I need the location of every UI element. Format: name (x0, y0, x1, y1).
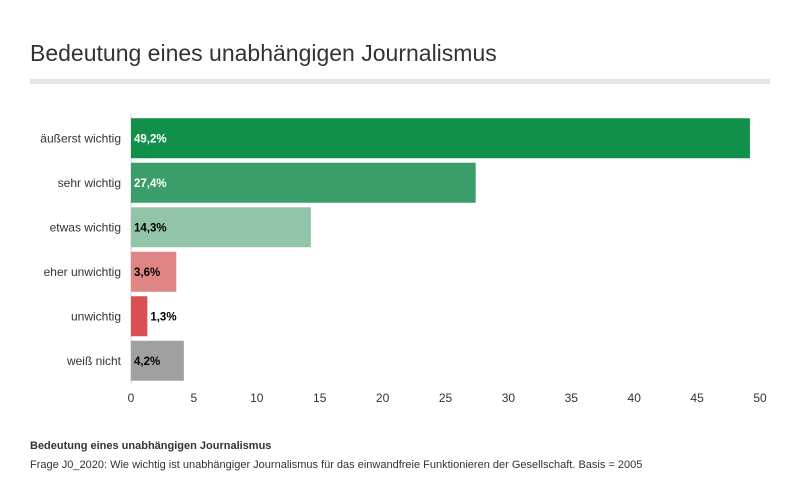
x-tick-label-5: 25 (439, 391, 453, 405)
x-tick-label-10: 50 (753, 391, 767, 405)
x-tick-label-7: 35 (565, 391, 579, 405)
category-label-2: etwas wichtig (50, 220, 121, 234)
x-tick-label-0: 0 (128, 391, 135, 405)
category-label-4: unwichtig (71, 309, 121, 323)
category-label-1: sehr wichtig (58, 176, 121, 190)
caption-title: Bedeutung eines unabhängigen Journalismu… (30, 440, 272, 452)
bar-chart: äußerst wichtig 49,2% sehr wichtig 27,4% etw… (40, 114, 767, 405)
data-label-4: 1,3% (150, 311, 176, 323)
x-tick-label-1: 5 (191, 391, 198, 405)
x-tick-label-6: 30 (502, 391, 516, 405)
x-tick-label-2: 10 (250, 391, 264, 405)
category-label-5: weiß nicht (66, 354, 122, 368)
data-label-3: 3,6% (134, 267, 160, 279)
category-label-3: eher unwichtig (44, 265, 121, 279)
x-tick-label-8: 40 (628, 391, 642, 405)
category-label-0: äußerst wichtig (40, 131, 121, 145)
title-divider (30, 79, 770, 84)
bar-0 (131, 118, 750, 159)
bar-1 (131, 162, 476, 203)
chart-title: Bedeutung eines unabhängigen Journalismu… (30, 40, 497, 66)
data-label-1: 27,4% (134, 178, 167, 190)
caption-note: Frage J0_2020: Wie wichtig ist unabhängi… (30, 459, 643, 471)
bar-3 (131, 251, 177, 292)
data-label-2: 14,3% (134, 222, 167, 234)
x-tick-label-4: 20 (376, 391, 390, 405)
x-tick-label-3: 15 (313, 391, 327, 405)
bar-2 (131, 207, 311, 248)
data-label-0: 49,2% (134, 133, 167, 145)
bar-4 (131, 296, 148, 337)
bar-5 (131, 340, 184, 381)
data-label-5: 4,2% (134, 356, 160, 368)
x-tick-label-9: 45 (690, 391, 704, 405)
